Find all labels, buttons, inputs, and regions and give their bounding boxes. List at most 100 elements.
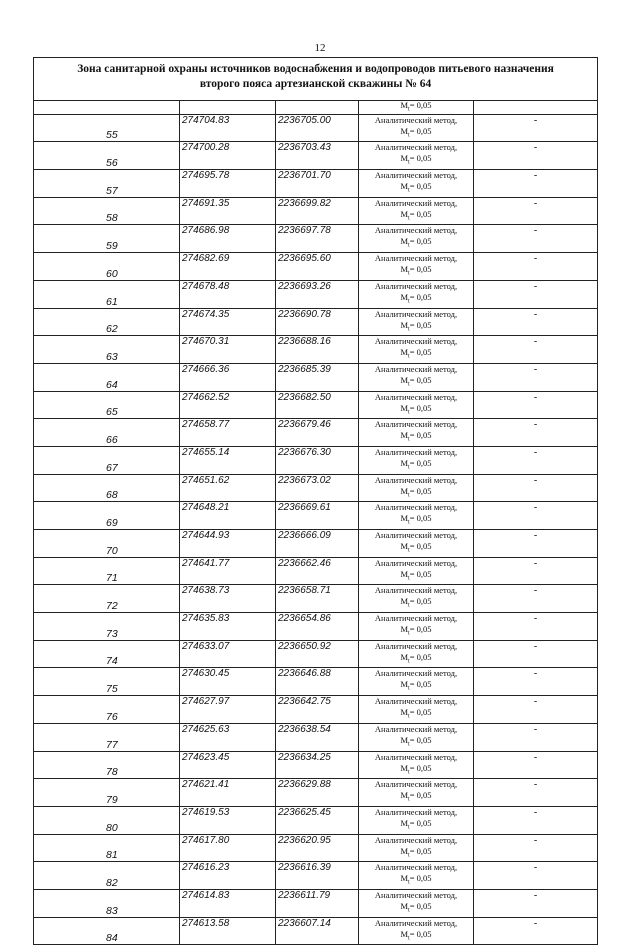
coord-x: 274617.80 [179,833,276,863]
coord-x: 274641.77 [179,556,276,586]
coord-x: 274633.07 [179,639,276,669]
table-row: 75 274630.45 2236646.88 Аналитический метод… [33,667,599,697]
coord-y: 2236642.75 [275,695,359,724]
notes-cell: - [472,861,599,890]
notes-cell: - [472,639,599,669]
point-number: 74 [33,639,180,669]
table-row: 65 274662.52 2236682.50 Аналитический метод… [33,390,599,420]
table-row: 57 274695.78 2236701.70 Аналитический метод… [33,169,599,198]
coord-x: 274674.35 [179,307,276,337]
point-number: 58 [33,196,180,226]
notes-cell: - [472,750,599,780]
notes-cell: - [472,805,599,835]
method-cell: Аналитический метод, Mt= 0,05 [358,778,474,807]
method-cell: Аналитический метод, Mt= 0,05 [358,750,474,780]
coord-y: 2236688.16 [275,335,359,364]
point-number: 64 [33,362,180,392]
method-cell: Аналитический метод, Mt= 0,05 [358,501,474,530]
coord-y: 2236679.46 [275,418,359,447]
notes-cell: - [472,833,599,863]
coord-x: 274695.78 [179,169,276,198]
coord-y: 2236666.09 [275,529,359,558]
accuracy-text: Mt= 0,05 [358,100,474,115]
table-row: 67 274655.14 2236676.30 Аналитический метод… [33,445,599,475]
method-cell: Аналитический метод, Mt= 0,05 [358,418,474,447]
point-number: 57 [33,169,180,198]
method-cell: Аналитический метод, Mt= 0,05 [358,113,474,143]
coord-x: 274704.83 [179,113,276,143]
notes-cell: - [472,390,599,420]
notes-cell: - [472,196,599,226]
table-row: 78 274623.45 2236634.25 Аналитический метод… [33,750,599,780]
coord-x: 274616.23 [179,861,276,890]
page-number: 12 [314,42,326,54]
point-number: 63 [33,335,180,364]
point-number: 60 [33,252,180,281]
coord-x: 274623.45 [179,750,276,780]
point-number: 55 [33,113,180,143]
coord-x: 274662.52 [179,390,276,420]
coord-y: 2236682.50 [275,390,359,420]
table-title: Зона санитарной охраны источников водосн… [32,57,599,101]
notes-cell: - [472,778,599,807]
coord-y: 2236620.95 [275,833,359,863]
table-row: 63 274670.31 2236688.16 Аналитический метод… [33,335,599,364]
coord-y: 2236638.54 [275,722,359,752]
method-cell: Аналитический метод, Mt= 0,05 [358,252,474,281]
notes-cell: - [472,335,599,364]
notes-cell: - [472,584,599,614]
coordinates-table: Зона санитарной охраны источников водосн… [32,57,599,945]
title-line-2: второго пояса артезианской скважины № 64 [199,78,432,90]
point-number: 67 [33,445,180,475]
table-row: 66 274658.77 2236679.46 Аналитический метод… [33,418,599,447]
method-cell: Аналитический метод, Mt= 0,05 [358,390,474,420]
method-cell: Аналитический метод, Mt= 0,05 [358,639,474,669]
coord-y: 2236705.00 [275,113,359,143]
coord-y: 2236690.78 [275,307,359,337]
method-cell: Аналитический метод, Mt= 0,05 [358,888,474,918]
coord-y: 2236676.30 [275,445,359,475]
point-number: 80 [33,805,180,835]
table-row: 58 274691.35 2236699.82 Аналитический метод… [33,196,599,226]
coord-x: 274635.83 [179,612,276,641]
coord-y: 2236701.70 [275,169,359,198]
table-row: 72 274638.73 2236658.71 Аналитический метод… [33,584,599,614]
table-row: 59 274686.98 2236697.78 Аналитический метод… [33,224,599,254]
method-cell: Аналитический метод, Mt= 0,05 [358,584,474,614]
table-row: 74 274633.07 2236650.92 Аналитический метод… [33,639,599,669]
point-number: 66 [33,418,180,447]
method-cell: Аналитический метод, Mt= 0,05 [358,695,474,724]
point-number: 77 [33,722,180,752]
table-row: 73 274635.83 2236654.86 Аналитический метод… [33,612,599,641]
coord-x: 274614.83 [179,888,276,918]
coord-x: 274644.93 [179,529,276,558]
point-number: 79 [33,778,180,807]
point-number: 83 [33,888,180,918]
table-row: 60 274682.69 2236695.60 Аналитический метод… [33,252,599,281]
method-cell: Аналитический метод, Mt= 0,05 [358,307,474,337]
coord-y: 2236662.46 [275,556,359,586]
coord-y: 2236611.79 [275,888,359,918]
method-cell: Аналитический метод, Mt= 0,05 [358,141,474,171]
coord-x: 274651.62 [179,473,276,503]
method-cell: Аналитический метод, Mt= 0,05 [358,556,474,586]
coord-y: 2236616.39 [275,861,359,890]
point-number: 71 [33,556,180,586]
point-number: 82 [33,861,180,890]
method-cell: Аналитический метод, Mt= 0,05 [358,473,474,503]
method-cell: Аналитический метод, Mt= 0,05 [358,667,474,697]
notes-cell: - [472,113,599,143]
coord-y: 2236646.88 [275,667,359,697]
coord-y: 2236695.60 [275,252,359,281]
notes-cell: - [472,612,599,641]
coord-x: 274648.21 [179,501,276,530]
coord-y: 2236697.78 [275,224,359,254]
table-row: 61 274678.48 2236693.26 Аналитический метод… [33,279,599,309]
table-title-row: Зона санитарной охраны источников водосн… [32,57,599,101]
coord-x: 274619.53 [179,805,276,835]
coord-y: 2236650.92 [275,639,359,669]
title-line-1: Зона санитарной охраны источников водосн… [77,63,554,75]
coord-x: 274621.41 [179,778,276,807]
point-number: 59 [33,224,180,254]
table-row: 69 274648.21 2236669.61 Аналитический метод… [33,501,599,530]
